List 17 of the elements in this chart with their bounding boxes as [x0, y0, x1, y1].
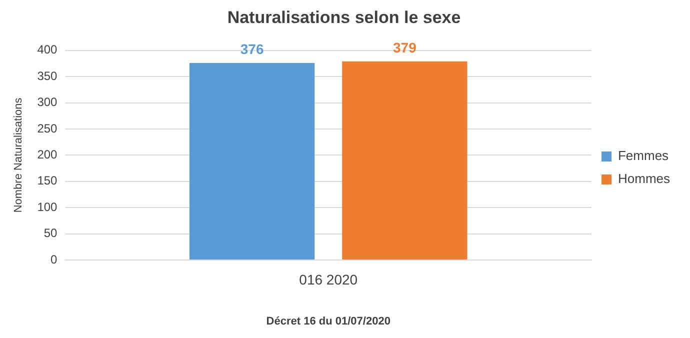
y-axis-title: Nombre Naturalisations — [12, 97, 25, 213]
legend-label: Hommes — [618, 171, 670, 186]
legend-label: Femmes — [618, 148, 670, 164]
y-tick-label: 50 — [44, 226, 58, 240]
x-tick-label: 016 2020 — [299, 271, 358, 288]
x-axis-title: Décret 16 du 01/07/2020 — [266, 315, 390, 328]
data-label: 379 — [392, 39, 417, 56]
chart-title: Naturalisations selon le sexe — [227, 8, 461, 27]
y-tick-label: 350 — [37, 68, 58, 83]
y-tick-label: 250 — [37, 121, 58, 136]
y-tick-label: 150 — [37, 174, 58, 188]
y-tick-label: 200 — [37, 148, 58, 162]
y-tick-label: 100 — [37, 200, 58, 214]
y-tick-label: 300 — [37, 95, 58, 110]
y-tick-label: 0 — [50, 252, 58, 266]
data-label: 376 — [240, 40, 264, 57]
y-tick-label: 400 — [37, 42, 58, 57]
